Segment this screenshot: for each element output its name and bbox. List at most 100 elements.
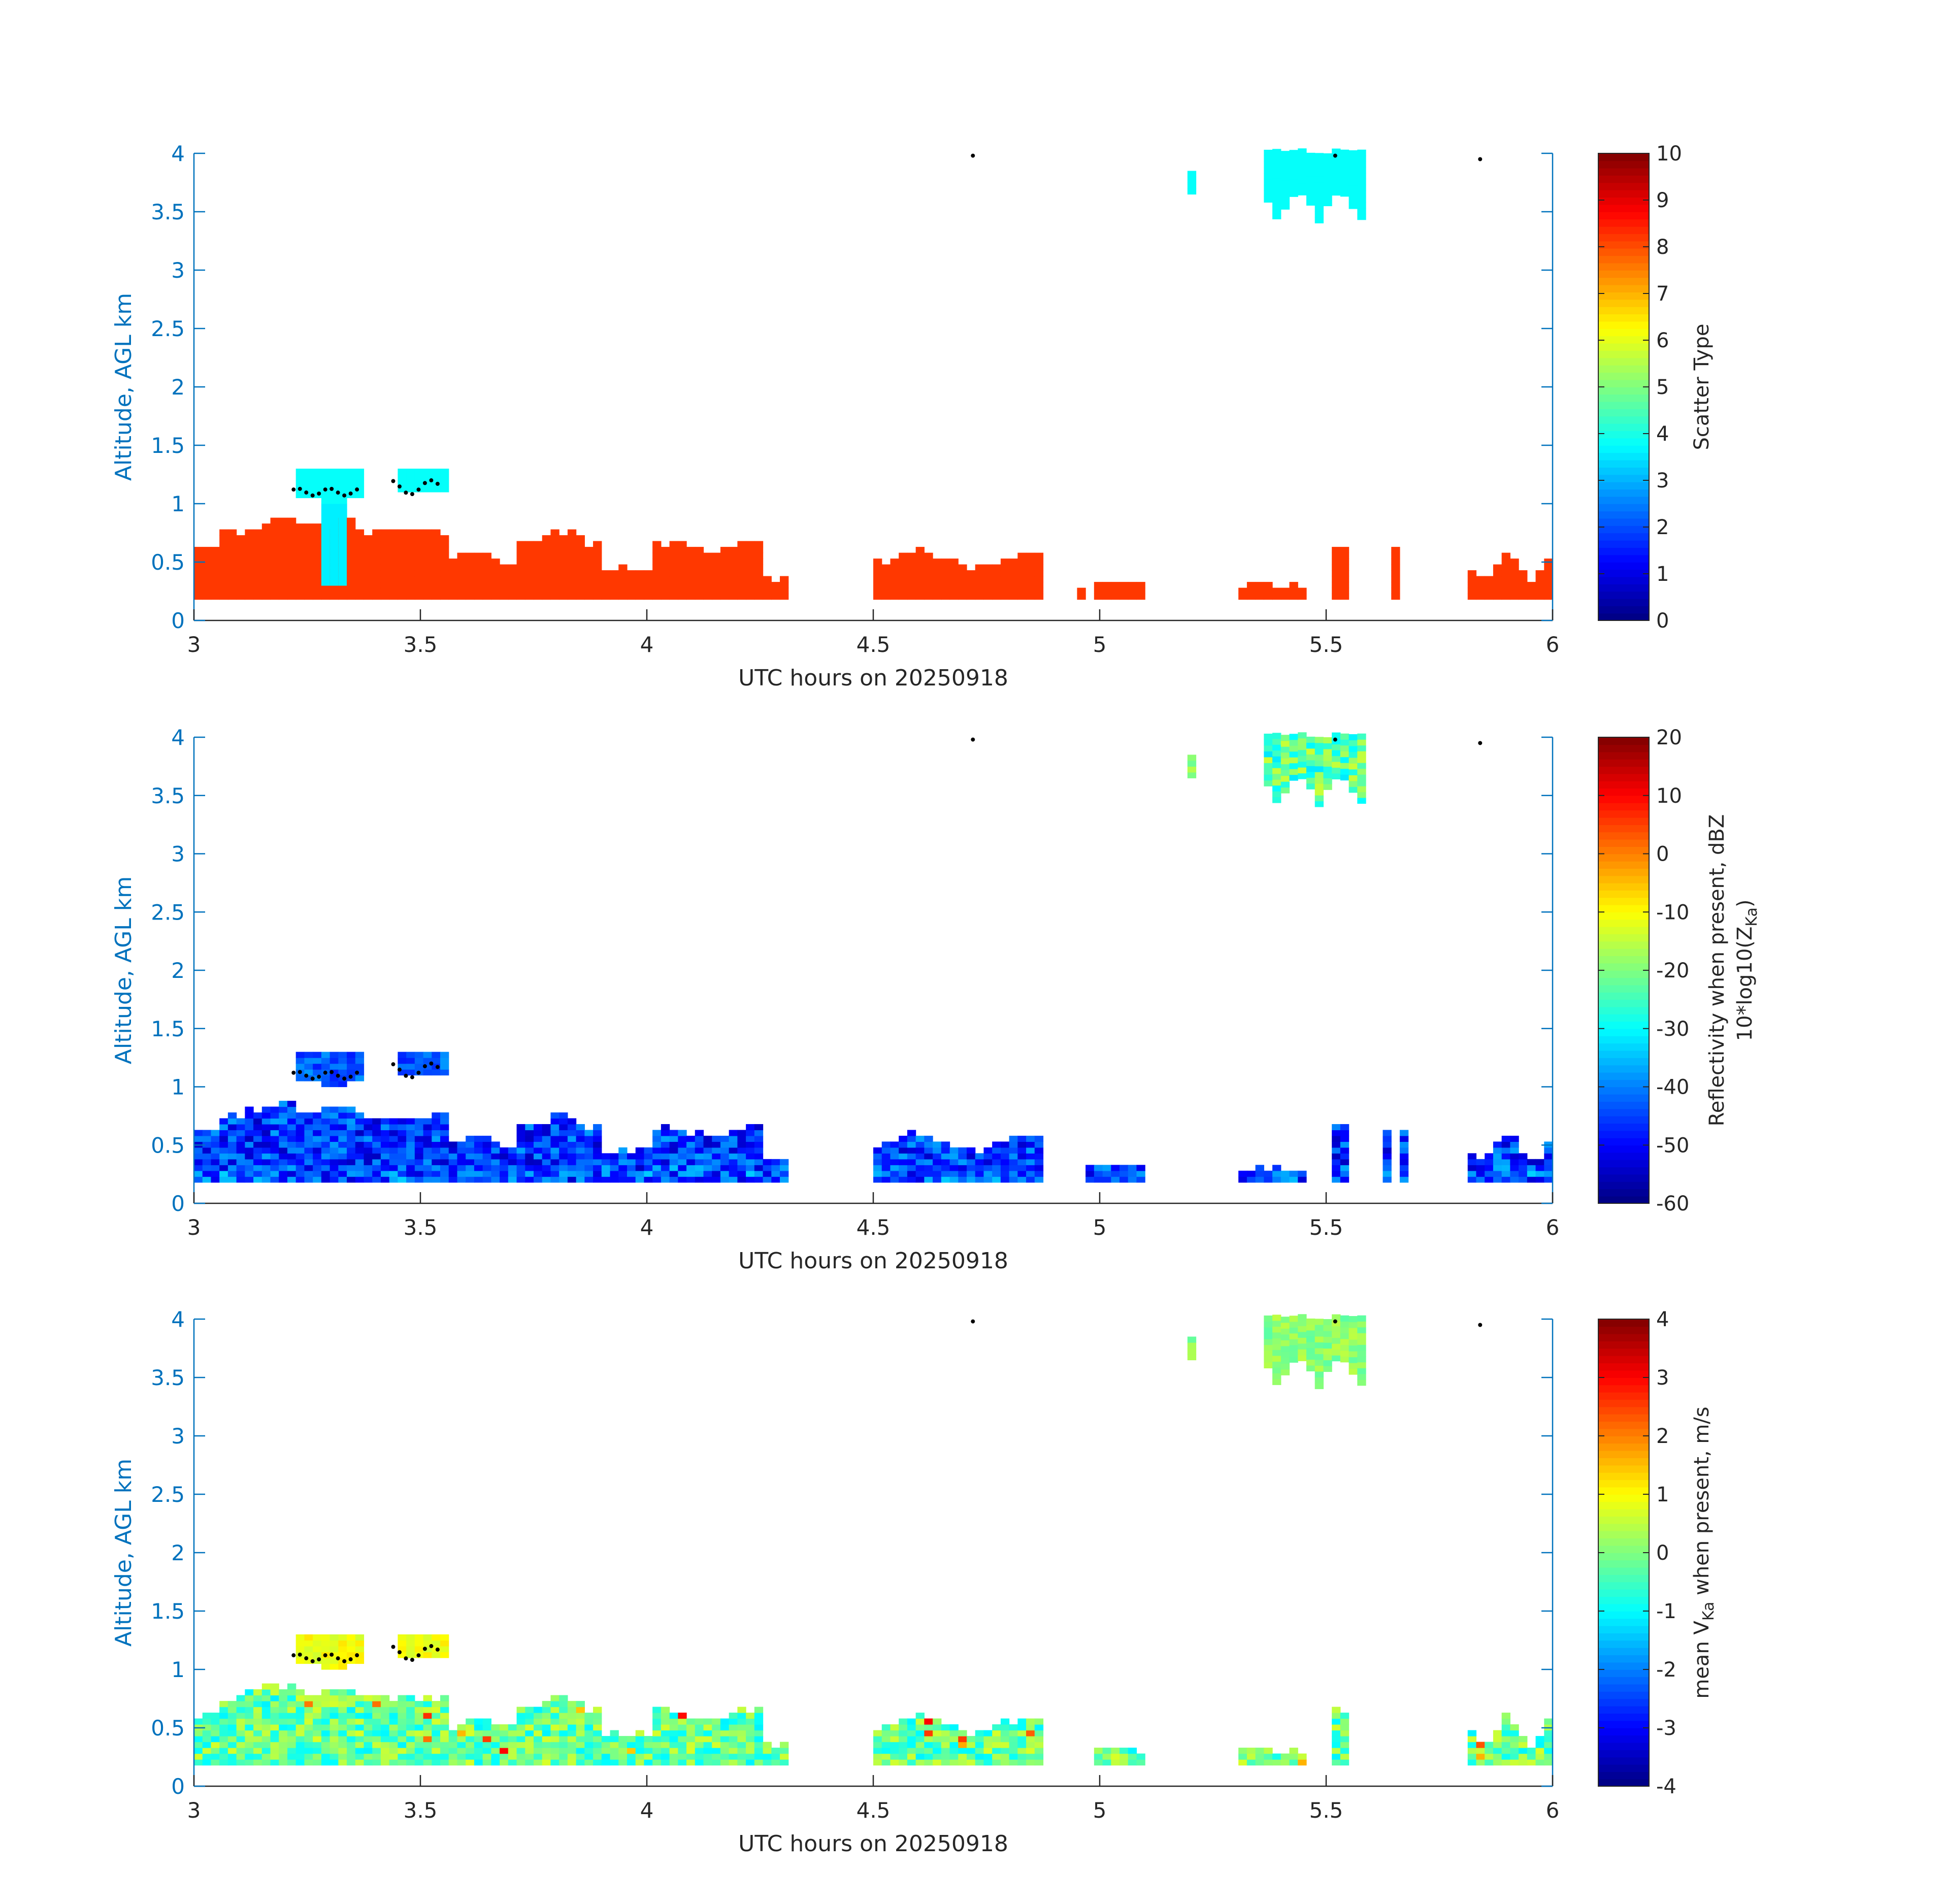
heatmap-cell — [1009, 576, 1018, 582]
heatmap-cell — [304, 469, 313, 475]
heatmap-cell — [279, 559, 288, 565]
heatmap-cell — [440, 547, 449, 553]
heatmap-cell — [1391, 564, 1400, 571]
heatmap-cell — [1264, 1176, 1273, 1183]
heatmap-cell — [1383, 1165, 1392, 1171]
heatmap-cell — [491, 1165, 500, 1171]
heatmap-cell — [500, 1147, 509, 1154]
heatmap-cell — [347, 1176, 356, 1183]
heatmap-cell — [601, 587, 611, 594]
heatmap-cell — [754, 541, 764, 547]
heatmap-cell — [567, 541, 577, 547]
heatmap-cell — [414, 1052, 424, 1058]
colorbar-segment — [1598, 459, 1649, 468]
heatmap-cell — [270, 535, 279, 542]
heatmap-cell — [975, 594, 984, 600]
marker-dot — [416, 487, 421, 492]
heatmap-cell — [414, 1058, 424, 1064]
heatmap-cell — [593, 587, 602, 594]
heatmap-cell — [737, 559, 746, 565]
heatmap-cell — [380, 582, 390, 588]
heatmap-cell — [423, 486, 432, 493]
heatmap-cell — [559, 547, 568, 553]
heatmap-cell — [1332, 1355, 1341, 1362]
heatmap-cell — [202, 1130, 212, 1136]
heatmap-cell — [1017, 570, 1027, 577]
heatmap-cell — [1340, 1333, 1349, 1339]
heatmap-cell — [474, 1176, 483, 1183]
heatmap-cell — [890, 1724, 899, 1731]
heatmap-cell — [491, 1141, 500, 1148]
y-tick-label: 1 — [171, 491, 185, 516]
heatmap-cell — [261, 1695, 271, 1701]
heatmap-cell — [313, 582, 322, 588]
heatmap-cell — [406, 1118, 415, 1125]
heatmap-cell — [958, 570, 967, 577]
heatmap-cell — [695, 1130, 704, 1136]
heatmap-cell — [457, 564, 466, 571]
heatmap-cell — [754, 1706, 764, 1713]
colorbar-segment — [1598, 941, 1649, 949]
heatmap-cell — [669, 1759, 678, 1766]
heatmap-cell — [1280, 1357, 1290, 1364]
y-ticks: 00.511.522.533.54 — [151, 725, 1553, 1216]
heatmap-cell — [729, 1176, 738, 1183]
heatmap-cell — [227, 541, 237, 547]
heatmap-cell — [678, 1730, 687, 1736]
heatmap-cell — [355, 552, 365, 559]
heatmap-cell — [440, 1706, 449, 1713]
heatmap-cell — [516, 552, 525, 559]
heatmap-cell — [899, 564, 908, 571]
heatmap-cell — [500, 582, 509, 588]
heatmap-cell — [1391, 570, 1400, 577]
heatmap-cell — [1280, 203, 1290, 210]
heatmap-cell — [941, 1724, 950, 1731]
heatmap-cell — [737, 552, 746, 559]
heatmap-cell — [610, 594, 619, 600]
heatmap-cell — [304, 1634, 313, 1641]
heatmap-cell — [279, 1170, 288, 1177]
heatmap-cell — [1493, 1736, 1502, 1743]
colorbar-segment — [1598, 365, 1649, 373]
heatmap-cell — [703, 1170, 712, 1177]
heatmap-cell — [1535, 1742, 1544, 1748]
heatmap-cell — [1017, 1718, 1027, 1725]
heatmap-cell — [550, 570, 559, 577]
heatmap-cell — [881, 1753, 891, 1760]
heatmap-cell — [372, 547, 381, 553]
heatmap-cell — [975, 1736, 984, 1743]
heatmap-cell — [406, 535, 415, 542]
heatmap-cell — [372, 1135, 381, 1142]
heatmap-cell — [669, 1141, 678, 1148]
heatmap-cell — [372, 1701, 381, 1708]
heatmap-cell — [245, 1724, 254, 1731]
heatmap-cell — [975, 570, 984, 577]
marker-dot — [397, 1067, 402, 1072]
heatmap-cell — [1298, 160, 1307, 167]
colorbar-tick-label: -10 — [1656, 901, 1689, 924]
heatmap-cell — [669, 1736, 678, 1743]
heatmap-cell — [1009, 1176, 1018, 1183]
colorbar-segment — [1598, 409, 1649, 417]
heatmap-cell — [542, 1742, 551, 1748]
heatmap-cell — [440, 1124, 449, 1131]
heatmap-cell — [279, 1718, 288, 1725]
heatmap-cell — [686, 1736, 696, 1743]
heatmap-cell — [1332, 1742, 1341, 1748]
heatmap-cell — [1034, 1736, 1044, 1743]
heatmap-cell — [1009, 1730, 1018, 1736]
heatmap-cell — [601, 1736, 611, 1743]
heatmap-cell — [295, 1634, 305, 1641]
heatmap-cell — [313, 594, 322, 600]
heatmap-cell — [1085, 1165, 1095, 1171]
heatmap-cell — [440, 552, 449, 559]
heatmap-cell — [1026, 1718, 1035, 1725]
heatmap-cell — [355, 1058, 365, 1064]
heatmap-cell — [406, 1069, 415, 1076]
heatmap-cell — [330, 1141, 339, 1148]
heatmap-cell — [279, 1141, 288, 1148]
heatmap-cell — [466, 1753, 475, 1760]
heatmap-cell — [661, 1159, 670, 1165]
heatmap-cell — [933, 1147, 942, 1154]
heatmap-cell — [1264, 1350, 1273, 1357]
